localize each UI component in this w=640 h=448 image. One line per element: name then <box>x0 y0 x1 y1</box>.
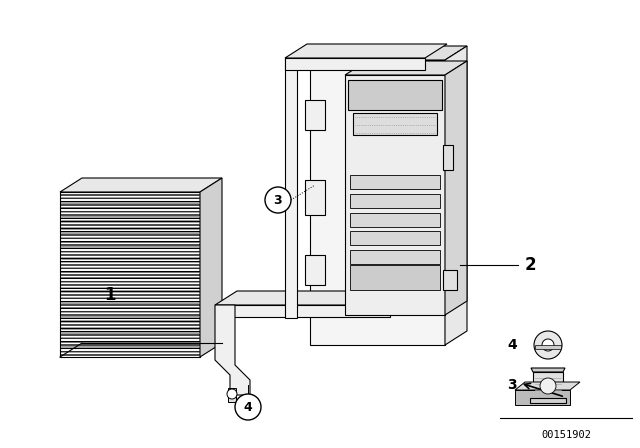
Polygon shape <box>535 345 561 349</box>
Polygon shape <box>215 305 250 395</box>
Polygon shape <box>515 382 580 390</box>
Polygon shape <box>345 75 445 315</box>
Text: 2: 2 <box>524 256 536 274</box>
Polygon shape <box>350 194 440 208</box>
Polygon shape <box>285 58 297 318</box>
Polygon shape <box>350 212 440 227</box>
Text: 3: 3 <box>274 194 282 207</box>
Circle shape <box>235 394 261 420</box>
Polygon shape <box>285 58 425 70</box>
Polygon shape <box>215 291 412 305</box>
Polygon shape <box>533 372 563 400</box>
Polygon shape <box>310 46 467 60</box>
Polygon shape <box>310 60 445 345</box>
Circle shape <box>540 378 556 394</box>
Polygon shape <box>445 61 467 315</box>
Polygon shape <box>60 178 222 192</box>
Polygon shape <box>60 192 200 357</box>
Polygon shape <box>215 305 390 317</box>
Text: 3: 3 <box>507 378 517 392</box>
Circle shape <box>534 331 562 359</box>
Polygon shape <box>445 46 467 345</box>
Circle shape <box>227 389 237 399</box>
Polygon shape <box>350 231 440 245</box>
Text: 4: 4 <box>507 338 517 352</box>
Polygon shape <box>285 44 447 58</box>
Polygon shape <box>305 100 325 130</box>
Polygon shape <box>515 390 570 405</box>
Polygon shape <box>348 80 442 110</box>
Polygon shape <box>530 398 566 403</box>
Circle shape <box>542 339 554 351</box>
Polygon shape <box>200 178 222 357</box>
Polygon shape <box>345 61 467 75</box>
Polygon shape <box>305 255 325 285</box>
Polygon shape <box>531 368 565 372</box>
Polygon shape <box>443 145 453 170</box>
Polygon shape <box>350 175 440 189</box>
Polygon shape <box>228 388 236 402</box>
Text: 1: 1 <box>104 286 116 304</box>
Circle shape <box>265 187 291 213</box>
Text: 4: 4 <box>244 401 252 414</box>
Polygon shape <box>443 270 457 290</box>
Polygon shape <box>350 265 440 290</box>
Polygon shape <box>305 180 325 215</box>
Polygon shape <box>353 113 437 135</box>
Text: 00151902: 00151902 <box>541 430 591 440</box>
Polygon shape <box>350 250 440 264</box>
